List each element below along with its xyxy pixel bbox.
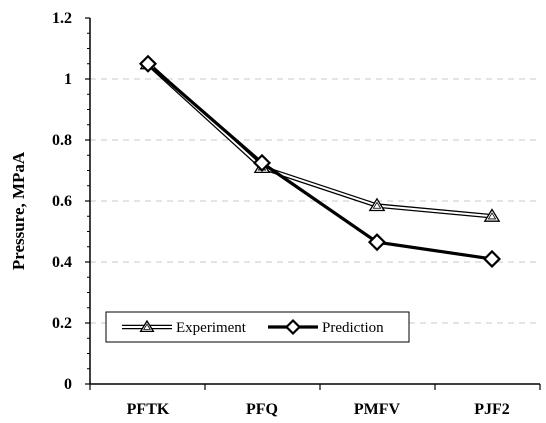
legend-label-experiment: Experiment xyxy=(176,320,247,336)
data-point-prediction xyxy=(138,54,158,73)
y-axis-title: Pressure, MPaA xyxy=(9,151,28,270)
x-tick-label: PMFV xyxy=(354,401,401,418)
y-tick-label: 1.2 xyxy=(52,10,72,27)
data-point-prediction xyxy=(367,233,387,252)
data-point-prediction xyxy=(482,249,502,269)
y-tick-label: 0.8 xyxy=(52,132,72,149)
y-ticks: 0 0.2 0.4 0.6 0.8 1 1.2 xyxy=(52,10,90,393)
series-line-experiment-outer xyxy=(146,62,493,219)
y-tick-label: 0 xyxy=(64,376,72,393)
y-tick-label: 0.2 xyxy=(52,315,72,332)
legend: Experiment Prediction xyxy=(105,311,410,343)
data-point-prediction xyxy=(252,153,272,172)
series-layer xyxy=(138,54,502,269)
y-tick-label: 1 xyxy=(64,71,72,88)
legend-label-prediction: Prediction xyxy=(322,320,384,336)
legend-marker-experiment-inner xyxy=(143,323,151,330)
y-tick-label: 0.6 xyxy=(52,193,72,210)
y-tick-label: 0.4 xyxy=(52,254,72,271)
x-tick-label: PJF2 xyxy=(474,401,510,418)
data-point-experiment-inner xyxy=(487,212,497,220)
series-line-experiment-inner xyxy=(147,63,493,218)
legend-marker-prediction xyxy=(284,318,302,336)
x-ticks: PFTK PFQ PMFV PJF2 xyxy=(89,384,541,418)
series-line-prediction xyxy=(146,62,493,261)
x-tick-label: PFQ xyxy=(246,401,278,418)
x-tick-label: PFTK xyxy=(127,401,170,418)
data-point-experiment-inner xyxy=(372,201,382,209)
